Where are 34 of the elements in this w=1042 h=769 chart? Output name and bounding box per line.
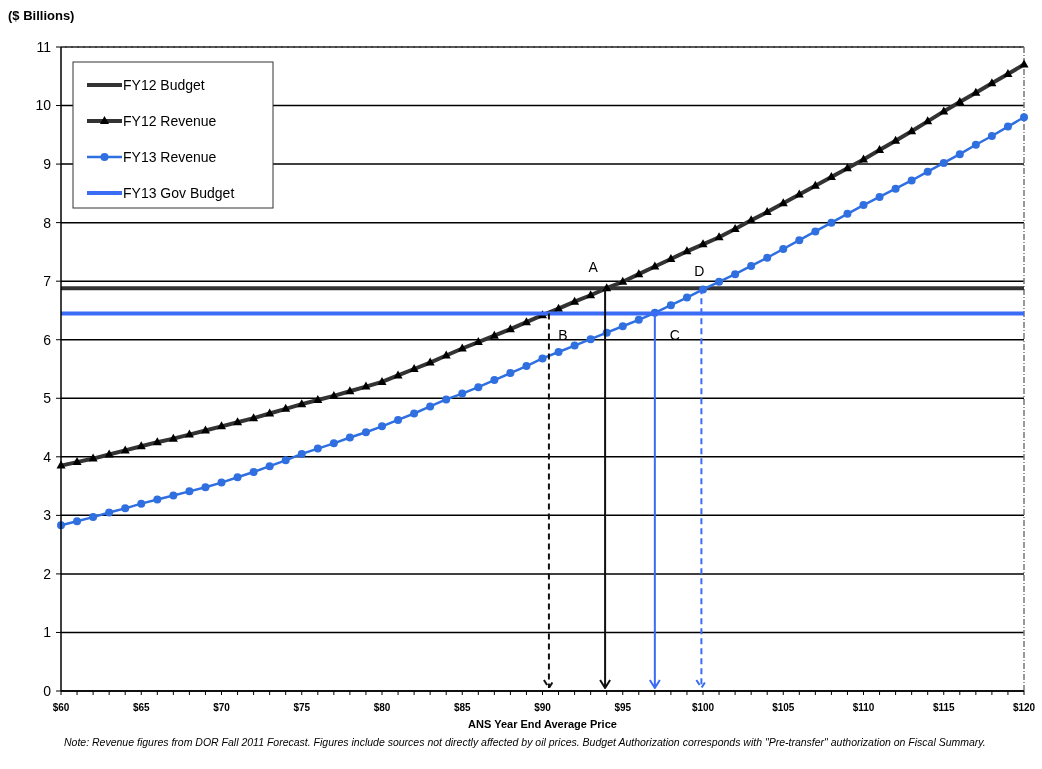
y-tick-label: 10 bbox=[35, 97, 52, 114]
x-tick-label: $90 bbox=[534, 702, 552, 713]
annotation: A bbox=[588, 259, 599, 276]
y-tick-label: 4 bbox=[43, 448, 52, 465]
y-tick-label: 7 bbox=[43, 273, 52, 290]
x-tick-label: $110 bbox=[852, 702, 875, 713]
y-tick-label: 2 bbox=[43, 565, 52, 582]
x-tick-label: $75 bbox=[293, 702, 311, 713]
x-tick-label: $95 bbox=[614, 702, 632, 713]
y-tick-label: 6 bbox=[43, 331, 52, 348]
legend-label: FY12 Revenue bbox=[123, 112, 217, 129]
y-tick-label: 11 bbox=[36, 38, 52, 55]
y-tick-label: 5 bbox=[43, 390, 52, 407]
x-tick-label: $70 bbox=[213, 702, 231, 713]
x-tick-label: $115 bbox=[932, 702, 956, 713]
legend-label: FY13 Revenue bbox=[123, 148, 217, 165]
y-axis-title: ($ Billions) bbox=[8, 8, 75, 23]
y-tick-label: 9 bbox=[43, 155, 52, 172]
x-tick-label: $80 bbox=[373, 702, 391, 713]
y-tick-label: 0 bbox=[43, 682, 52, 699]
x-tick-label: $100 bbox=[691, 702, 715, 713]
y-tick-label: 3 bbox=[43, 507, 52, 524]
x-tick-label: $120 bbox=[1012, 702, 1036, 713]
text: Note: Revenue figures from DOR Fall 2011 Forecast. Figures include sources not directly affected by oil prices. Budget Authorization corresponds with "Pre-transfer" authorization on Fiscal Summary. bbox=[64, 735, 987, 749]
x-tick-label: $65 bbox=[132, 702, 151, 713]
legend-label: FY13 Gov Budget bbox=[123, 184, 235, 201]
x-tick-label: $60 bbox=[52, 702, 70, 713]
legend-label: FY12 Budget bbox=[123, 76, 205, 93]
y-tick-label: 8 bbox=[43, 214, 52, 231]
x-axis-title: ANS Year End Average Price bbox=[468, 718, 617, 730]
x-tick-label: $105 bbox=[772, 702, 795, 713]
annotation: D bbox=[694, 263, 705, 280]
y-tick-label: 1 bbox=[43, 624, 52, 641]
x-tick-label: $85 bbox=[453, 702, 472, 713]
